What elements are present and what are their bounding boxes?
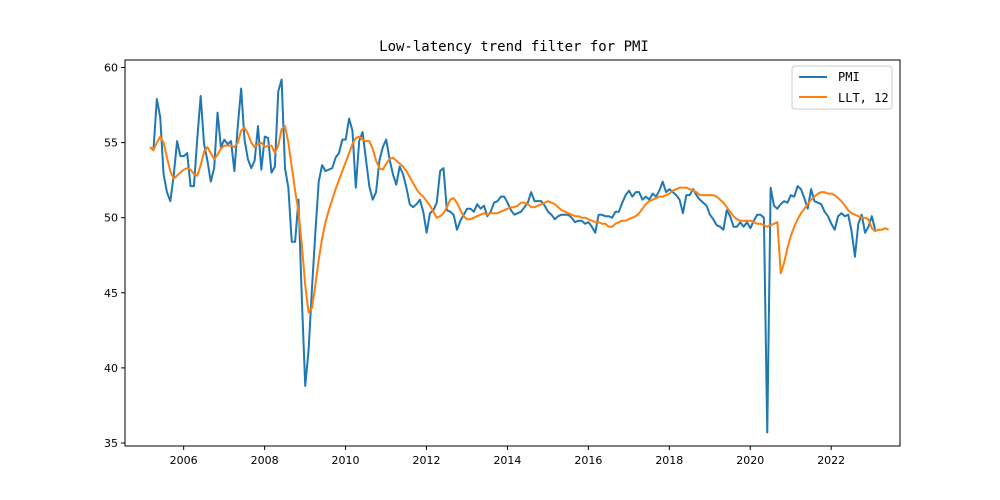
x-axis: 2006 2008 2010 2012 2014 2016 2018 2020 2022	[170, 446, 845, 467]
series-line-llt-12	[149, 125, 890, 314]
legend: PMI LLT, 12	[791, 65, 893, 110]
x-tick-label: 2008	[251, 454, 279, 467]
y-axis: 35 40 45 50 55 60	[104, 62, 125, 450]
legend-pmi-label: PMI	[838, 70, 860, 84]
y-tick-label: 40	[104, 362, 118, 375]
y-tick-label: 50	[104, 212, 118, 225]
y-tick-label: 55	[104, 137, 118, 150]
y-tick-label: 45	[104, 287, 118, 300]
x-tick-label: 2006	[170, 454, 198, 467]
x-tick-label: 2022	[817, 454, 845, 467]
axes-frame	[124, 59, 901, 447]
y-tick-label: 35	[104, 437, 118, 450]
x-tick-label: 2010	[332, 454, 360, 467]
series-line-pmi	[149, 78, 877, 434]
chart-title: Low-latency trend filter for PMI	[379, 39, 649, 55]
x-tick-label: 2014	[493, 454, 521, 467]
x-tick-label: 2012	[413, 454, 441, 467]
x-tick-label: 2018	[655, 454, 683, 467]
x-tick-label: 2020	[736, 454, 764, 467]
y-tick-label: 60	[104, 62, 118, 75]
plot-area	[149, 78, 890, 434]
legend-llt-label: LLT, 12	[838, 91, 889, 105]
x-tick-label: 2016	[574, 454, 602, 467]
